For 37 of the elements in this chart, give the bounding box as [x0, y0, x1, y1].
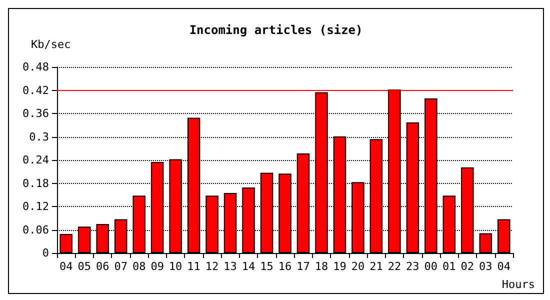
x-tick-label: 17	[296, 260, 310, 273]
y-tick-label: 0.18	[22, 176, 49, 190]
x-tick-label: 09	[150, 260, 164, 273]
y-tick-label: 0.06	[22, 223, 49, 236]
x-tick-label: 10	[168, 260, 182, 273]
x-tick-label: 12	[205, 260, 219, 273]
x-tick-label: 21	[370, 260, 383, 273]
x-tick-label: 00	[424, 260, 438, 273]
x-tick-label: 16	[278, 260, 292, 273]
x-tick-label: 14	[242, 260, 256, 273]
y-tick-label: 0.24	[22, 154, 50, 166]
x-tick-label: 15	[260, 260, 274, 273]
x-tick-label: 07	[114, 260, 128, 273]
x-axis-title: Hours	[502, 278, 536, 291]
y-tick-label: 0.42	[22, 84, 49, 97]
x-tick-label: 05	[78, 260, 91, 273]
y-tick-label: 0.12	[22, 200, 49, 213]
x-tick-label: 19	[333, 260, 346, 273]
x-tick-label: 11	[187, 260, 200, 273]
x-tick-label: 04	[59, 260, 74, 273]
y-axis-title: Kb/sec	[31, 38, 71, 51]
x-tick-label: 22	[388, 260, 402, 273]
x-tick-label: 06	[96, 260, 110, 273]
y-tick-label: 0	[42, 246, 49, 260]
y-tick-label: 0.48	[22, 60, 49, 74]
chart-title: Incoming articles (size)	[189, 23, 363, 37]
x-tick-label: 18	[314, 260, 328, 273]
x-tick-label: 20	[351, 260, 365, 273]
x-tick-label: 03	[479, 260, 492, 273]
x-tick-label: 02	[460, 260, 474, 273]
x-tick-label: 04	[497, 260, 511, 273]
y-tick-label: 0.36	[22, 107, 49, 120]
y-tick-label: 0.3	[29, 130, 49, 144]
x-tick-label: 08	[132, 260, 146, 273]
x-tick-label: 23	[406, 260, 420, 273]
x-tick-label: 13	[224, 260, 237, 273]
x-tick-label: 01	[442, 260, 456, 273]
